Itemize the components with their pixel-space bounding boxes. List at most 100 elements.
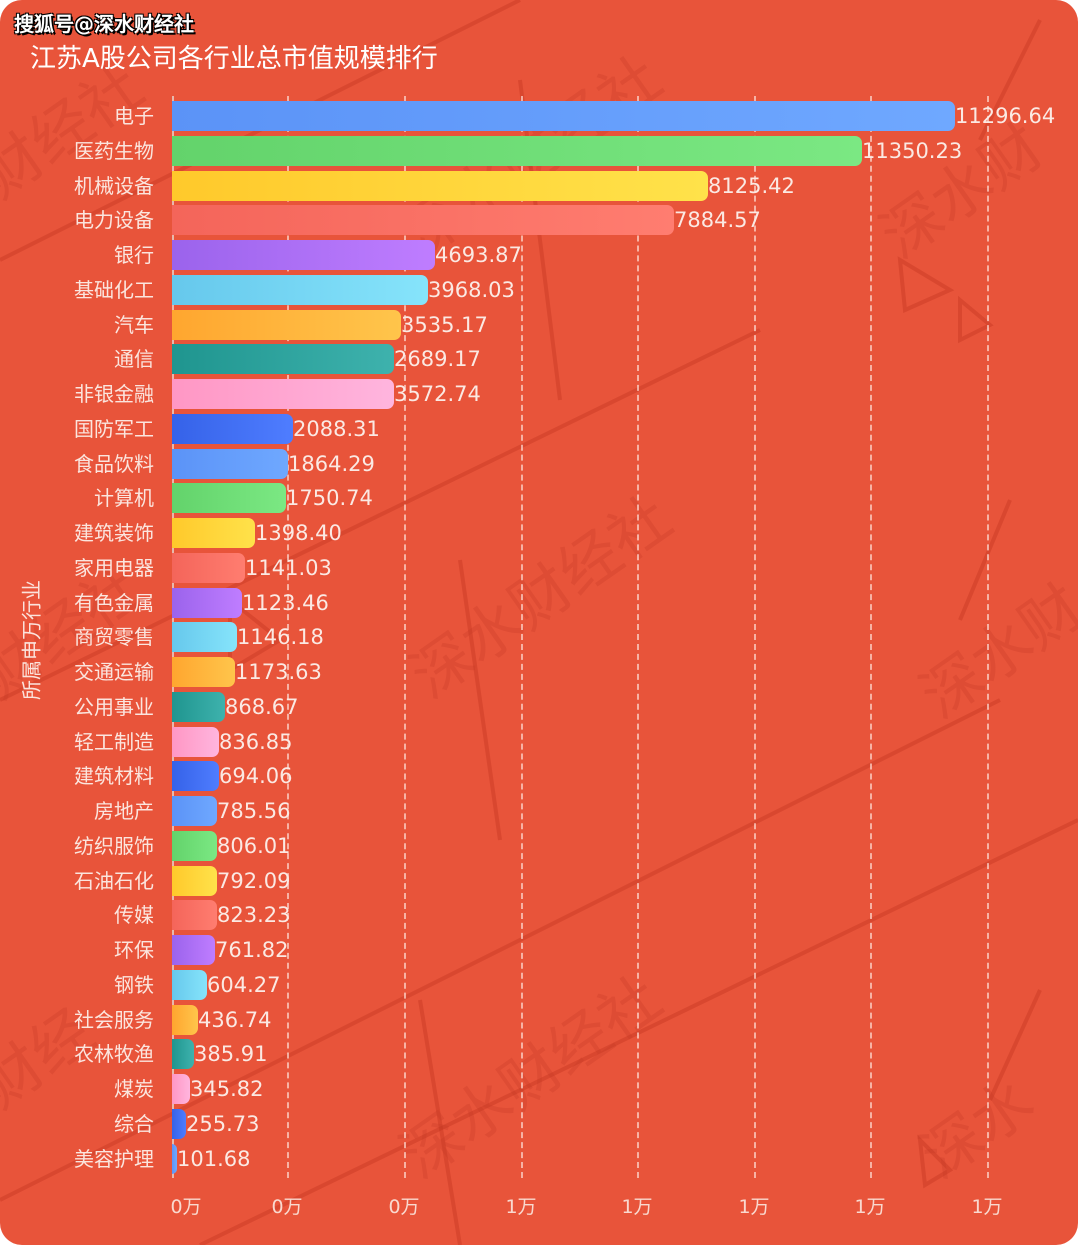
value-label: 785.56 <box>217 799 291 823</box>
category-label: 电力设备 <box>74 208 154 232</box>
category-label: 美容护理 <box>74 1147 154 1171</box>
category-label: 基础化工 <box>74 278 154 302</box>
category-label: 汽车 <box>114 313 154 337</box>
value-label: 2689.17 <box>394 347 481 371</box>
category-label: 轻工制造 <box>74 730 154 754</box>
bar[interactable] <box>172 414 293 444</box>
value-label: 806.01 <box>217 834 291 858</box>
value-label: 3535.17 <box>401 313 488 337</box>
bar[interactable] <box>172 205 674 235</box>
category-label: 食品饮料 <box>74 452 154 476</box>
gridline <box>521 96 523 1178</box>
category-label: 交通运输 <box>74 660 154 684</box>
x-tick-label: 0万 <box>170 1196 202 1218</box>
value-label: 2088.31 <box>293 417 380 441</box>
category-label: 煤炭 <box>114 1077 154 1101</box>
category-label: 银行 <box>114 243 154 267</box>
chart-title: 江苏A股公司各行业总市值规模排行 <box>30 44 438 74</box>
category-label: 传媒 <box>114 903 154 927</box>
x-tick-label: 1万 <box>854 1196 886 1218</box>
bar[interactable] <box>172 622 237 652</box>
brand-watermark: 搜狐号@深水财经社 <box>14 12 194 36</box>
category-label: 社会服务 <box>74 1008 154 1032</box>
bar[interactable] <box>172 553 245 583</box>
value-label: 11296.64 <box>955 104 1056 128</box>
value-label: 385.91 <box>194 1042 268 1066</box>
bar[interactable] <box>172 1144 177 1174</box>
category-label: 钢铁 <box>114 973 154 997</box>
gridline <box>404 96 406 1178</box>
category-label: 纺织服饰 <box>74 834 154 858</box>
value-label: 1398.40 <box>255 521 342 545</box>
x-tick-label: 1万 <box>505 1196 537 1218</box>
bar[interactable] <box>172 796 217 826</box>
bar[interactable] <box>172 1074 190 1104</box>
value-label: 1173.63 <box>235 660 322 684</box>
bar[interactable] <box>172 171 708 201</box>
value-label: 101.68 <box>177 1147 251 1171</box>
value-label: 4693.87 <box>435 243 522 267</box>
category-label: 通信 <box>114 347 154 371</box>
value-label: 436.74 <box>198 1008 272 1032</box>
bar[interactable] <box>172 275 428 305</box>
category-label: 电子 <box>114 104 154 128</box>
value-label: 823.23 <box>217 903 291 927</box>
value-label: 3968.03 <box>428 278 515 302</box>
bar[interactable] <box>172 240 435 270</box>
x-tick-label: 1万 <box>738 1196 770 1218</box>
bar[interactable] <box>172 900 217 930</box>
bar[interactable] <box>172 692 225 722</box>
category-label: 综合 <box>114 1112 154 1136</box>
value-label: 604.27 <box>207 973 281 997</box>
bar[interactable] <box>172 344 394 374</box>
bar[interactable] <box>172 101 955 131</box>
gridline <box>287 96 289 1178</box>
category-label: 有色金属 <box>74 591 154 615</box>
value-label: 1141.03 <box>245 556 332 580</box>
bar[interactable] <box>172 588 242 618</box>
bar[interactable] <box>172 136 862 166</box>
bar[interactable] <box>172 761 219 791</box>
value-label: 11350.23 <box>862 139 963 163</box>
category-label: 商贸零售 <box>74 625 154 649</box>
category-label: 计算机 <box>94 486 154 510</box>
gridline <box>870 96 872 1178</box>
bar[interactable] <box>172 831 217 861</box>
bar[interactable] <box>172 518 255 548</box>
value-label: 792.09 <box>217 869 291 893</box>
bar[interactable] <box>172 727 219 757</box>
x-tick-label: 0万 <box>388 1196 420 1218</box>
value-label: 8125.42 <box>708 174 795 198</box>
category-label: 家用电器 <box>74 556 154 580</box>
bar[interactable] <box>172 935 215 965</box>
category-label: 石油石化 <box>74 869 154 893</box>
value-label: 1864.29 <box>288 452 375 476</box>
category-label: 公用事业 <box>74 695 154 719</box>
category-label: 房地产 <box>94 799 154 823</box>
bar[interactable] <box>172 1039 194 1069</box>
bar[interactable] <box>172 310 401 340</box>
value-label: 694.06 <box>219 764 293 788</box>
x-tick-label: 1万 <box>971 1196 1003 1218</box>
gridline <box>754 96 756 1178</box>
value-label: 1146.18 <box>237 625 324 649</box>
bar[interactable] <box>172 970 207 1000</box>
value-label: 836.85 <box>219 730 293 754</box>
category-label: 环保 <box>114 938 154 962</box>
bar[interactable] <box>172 866 217 896</box>
category-label: 建筑装饰 <box>74 521 154 545</box>
category-label: 机械设备 <box>74 174 154 198</box>
bar[interactable] <box>172 657 235 687</box>
x-tick-label: 0万 <box>271 1196 303 1218</box>
value-label: 3572.74 <box>394 382 481 406</box>
gridline <box>987 96 989 1178</box>
bar[interactable] <box>172 483 286 513</box>
category-label: 农林牧渔 <box>74 1042 154 1066</box>
bar[interactable] <box>172 1109 186 1139</box>
value-label: 1123.46 <box>242 591 329 615</box>
bar[interactable] <box>172 449 288 479</box>
bar[interactable] <box>172 379 394 409</box>
category-label: 国防军工 <box>74 417 154 441</box>
bar[interactable] <box>172 1005 198 1035</box>
